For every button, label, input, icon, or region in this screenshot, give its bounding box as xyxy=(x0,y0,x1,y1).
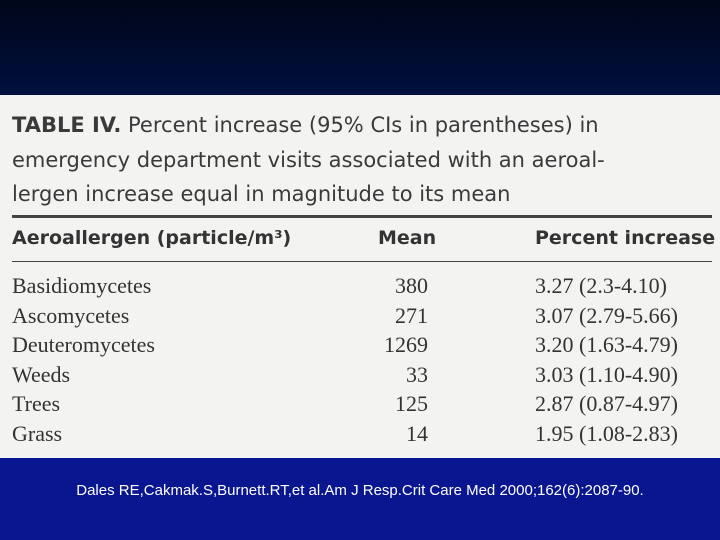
table-cell: Trees xyxy=(12,391,61,417)
table-cell: Grass xyxy=(12,421,63,446)
table-cell: 271 xyxy=(395,302,428,328)
caption-line: lergen increase equal in magnitude to it… xyxy=(12,182,511,206)
table-cell: 2.87 (0.87-4.97) xyxy=(535,391,678,417)
table-cell: 14 xyxy=(406,421,428,446)
table-cell: 3.07 (2.79-5.66) xyxy=(535,302,678,328)
rule xyxy=(12,215,712,218)
table-cell: 3.27 (2.3-4.10) xyxy=(535,273,667,298)
table-image: TABLE IV. Percent increase (95% CIs in p… xyxy=(0,95,720,458)
column-header: Mean xyxy=(378,227,437,249)
caption-text: Percent increase (95% CIs in parentheses… xyxy=(128,113,599,137)
table-cell: Weeds xyxy=(12,361,71,387)
table-cell: 1269 xyxy=(384,332,428,358)
table-cell: 33 xyxy=(406,361,428,387)
table-label: TABLE IV. xyxy=(12,113,122,137)
caption-line: TABLE IV. Percent increase (95% CIs in p… xyxy=(12,113,599,137)
rule xyxy=(12,261,712,262)
table-cell: Basidiomycetes xyxy=(12,273,152,298)
column-header: Aeroallergen (particle/m³) xyxy=(12,227,292,249)
table-cell: 1.95 (1.08-2.83) xyxy=(535,421,678,446)
caption-line: emergency department visits associated w… xyxy=(12,148,605,172)
table-cell: 380 xyxy=(395,273,428,298)
table-cell: 3.03 (1.10-4.90) xyxy=(535,361,678,387)
citation: Dales RE,Cakmak.S,Burnett.RT,et al.Am J … xyxy=(76,482,644,499)
table-cell: Deuteromycetes xyxy=(12,332,155,358)
footer-band xyxy=(0,458,720,540)
table-cell: Ascomycetes xyxy=(12,302,130,328)
table-cell: 125 xyxy=(395,391,428,417)
column-header: Percent increase xyxy=(535,227,716,249)
table-cell: 3.20 (1.63-4.79) xyxy=(535,332,678,358)
